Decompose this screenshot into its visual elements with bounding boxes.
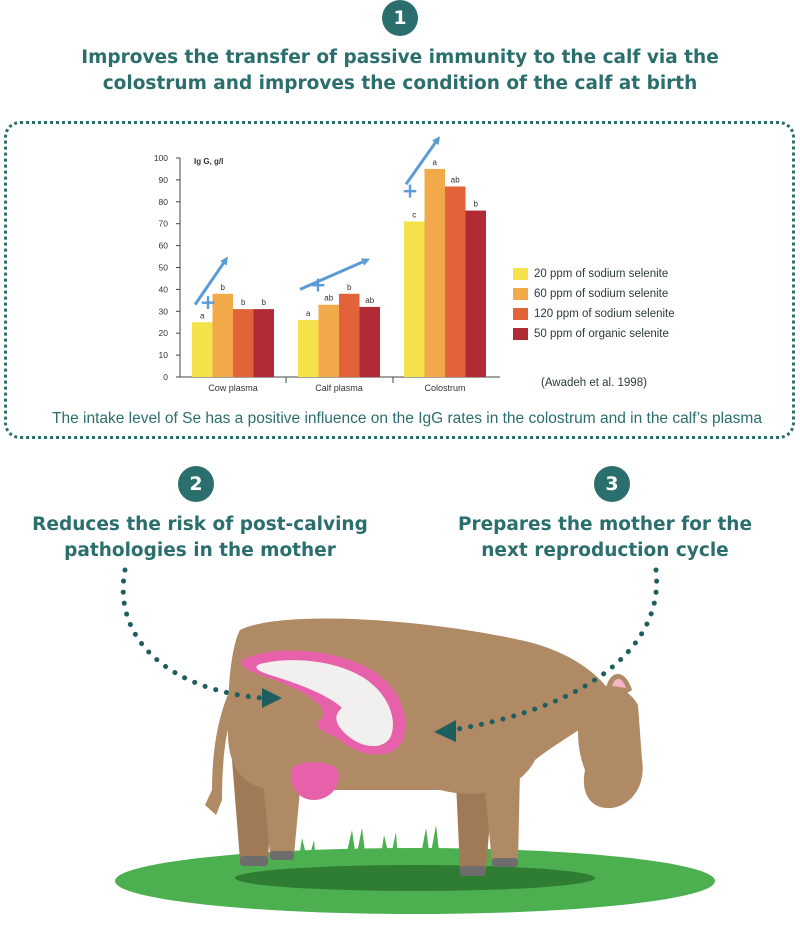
step-2-badge: 2 xyxy=(178,466,214,502)
trend-arrow xyxy=(299,259,367,291)
bar-significance-label: a xyxy=(200,311,205,320)
legend-label: 50 ppm of organic selenite xyxy=(534,328,669,340)
legend-item: 120 ppm of sodium selenite xyxy=(513,304,675,324)
legend-swatch xyxy=(513,288,528,300)
bar xyxy=(212,293,233,377)
bar xyxy=(253,309,274,377)
bar-significance-label: b xyxy=(241,298,246,307)
x-tick-label: Cow plasma xyxy=(208,383,258,393)
bar xyxy=(404,221,425,377)
trend-arrowhead-icon xyxy=(220,256,228,266)
bar-significance-label: ab xyxy=(324,294,333,303)
trend-arrow xyxy=(193,259,227,306)
bar xyxy=(298,320,319,377)
y-tick-label: 100 xyxy=(154,153,168,163)
step-2-headline: Reduces the risk of post-calving patholo… xyxy=(20,512,380,564)
legend-swatch xyxy=(513,328,528,340)
bar xyxy=(233,309,254,377)
chart-panel xyxy=(4,121,795,439)
y-tick-label: 40 xyxy=(159,284,169,294)
step-1-line-2: colostrum and improves the condition of … xyxy=(102,73,698,94)
y-tick-label: 20 xyxy=(159,328,169,338)
bar xyxy=(359,306,380,377)
step-3-badge: 3 xyxy=(594,466,630,502)
bar xyxy=(339,293,360,377)
chart-legend: 20 ppm of sodium selenite 60 ppm of sodi… xyxy=(513,264,675,344)
bar xyxy=(465,210,486,377)
step-2-line-1: Reduces the risk of post-calving xyxy=(32,514,368,535)
legend-item: 60 ppm of sodium selenite xyxy=(513,284,675,304)
bar xyxy=(424,168,445,377)
y-tick-label: 50 xyxy=(159,263,169,273)
step-1-badge: 1 xyxy=(382,0,418,36)
legend-label: 120 ppm of sodium selenite xyxy=(534,308,675,320)
step-1-headline: Improves the transfer of passive immunit… xyxy=(40,45,760,97)
y-tick-label: 0 xyxy=(163,372,168,382)
source-citation: (Awadeh et al. 1998) xyxy=(541,377,647,389)
increase-plus-annotation: + xyxy=(310,273,327,297)
y-tick-label: 70 xyxy=(159,219,169,229)
x-tick-label: Colostrum xyxy=(424,383,465,393)
trend-arrowhead-icon xyxy=(432,136,440,145)
bar-significance-label: a xyxy=(433,158,438,167)
y-tick-label: 80 xyxy=(159,197,169,207)
step-1-line-1: Improves the transfer of passive immunit… xyxy=(81,47,719,68)
bar-significance-label: b xyxy=(347,283,352,292)
bar-significance-label: a xyxy=(306,309,311,318)
trend-arrow xyxy=(404,139,439,186)
y-tick-label: 60 xyxy=(159,241,169,251)
legend-label: 20 ppm of sodium selenite xyxy=(534,268,669,280)
legend-item: 20 ppm of sodium selenite xyxy=(513,264,675,284)
bar-significance-label: ab xyxy=(365,296,374,305)
increase-plus-annotation: + xyxy=(200,290,217,314)
bar-significance-label: ab xyxy=(451,175,460,184)
bar xyxy=(192,322,213,377)
bar-significance-label: b xyxy=(474,200,479,209)
y-tick-label: 10 xyxy=(159,350,169,360)
step-3-headline: Prepares the mother for the next reprodu… xyxy=(435,512,775,564)
legend-swatch xyxy=(513,308,528,320)
step-3-line-1: Prepares the mother for the xyxy=(457,514,753,535)
trend-arrowhead-icon xyxy=(361,258,370,266)
bar-significance-label: b xyxy=(262,298,267,307)
step-2-line-2: pathologies in the mother xyxy=(64,540,336,561)
legend-item: 50 ppm of organic selenite xyxy=(513,324,675,344)
y-axis-label: Ig G, g/l xyxy=(194,157,223,166)
x-tick-label: Calf plasma xyxy=(315,383,363,393)
increase-plus-annotation: + xyxy=(402,178,419,202)
chart-caption: The intake level of Se has a positive in… xyxy=(52,410,762,427)
bar xyxy=(318,304,339,377)
bar-significance-label: b xyxy=(221,283,226,292)
legend-swatch xyxy=(513,268,528,280)
y-tick-label: 30 xyxy=(159,306,169,316)
y-tick-label: 90 xyxy=(159,175,169,185)
bar-significance-label: c xyxy=(412,211,416,220)
bar xyxy=(445,186,466,377)
step-3-line-2: next reproduction cycle xyxy=(481,540,729,561)
legend-label: 60 ppm of sodium selenite xyxy=(534,288,669,300)
